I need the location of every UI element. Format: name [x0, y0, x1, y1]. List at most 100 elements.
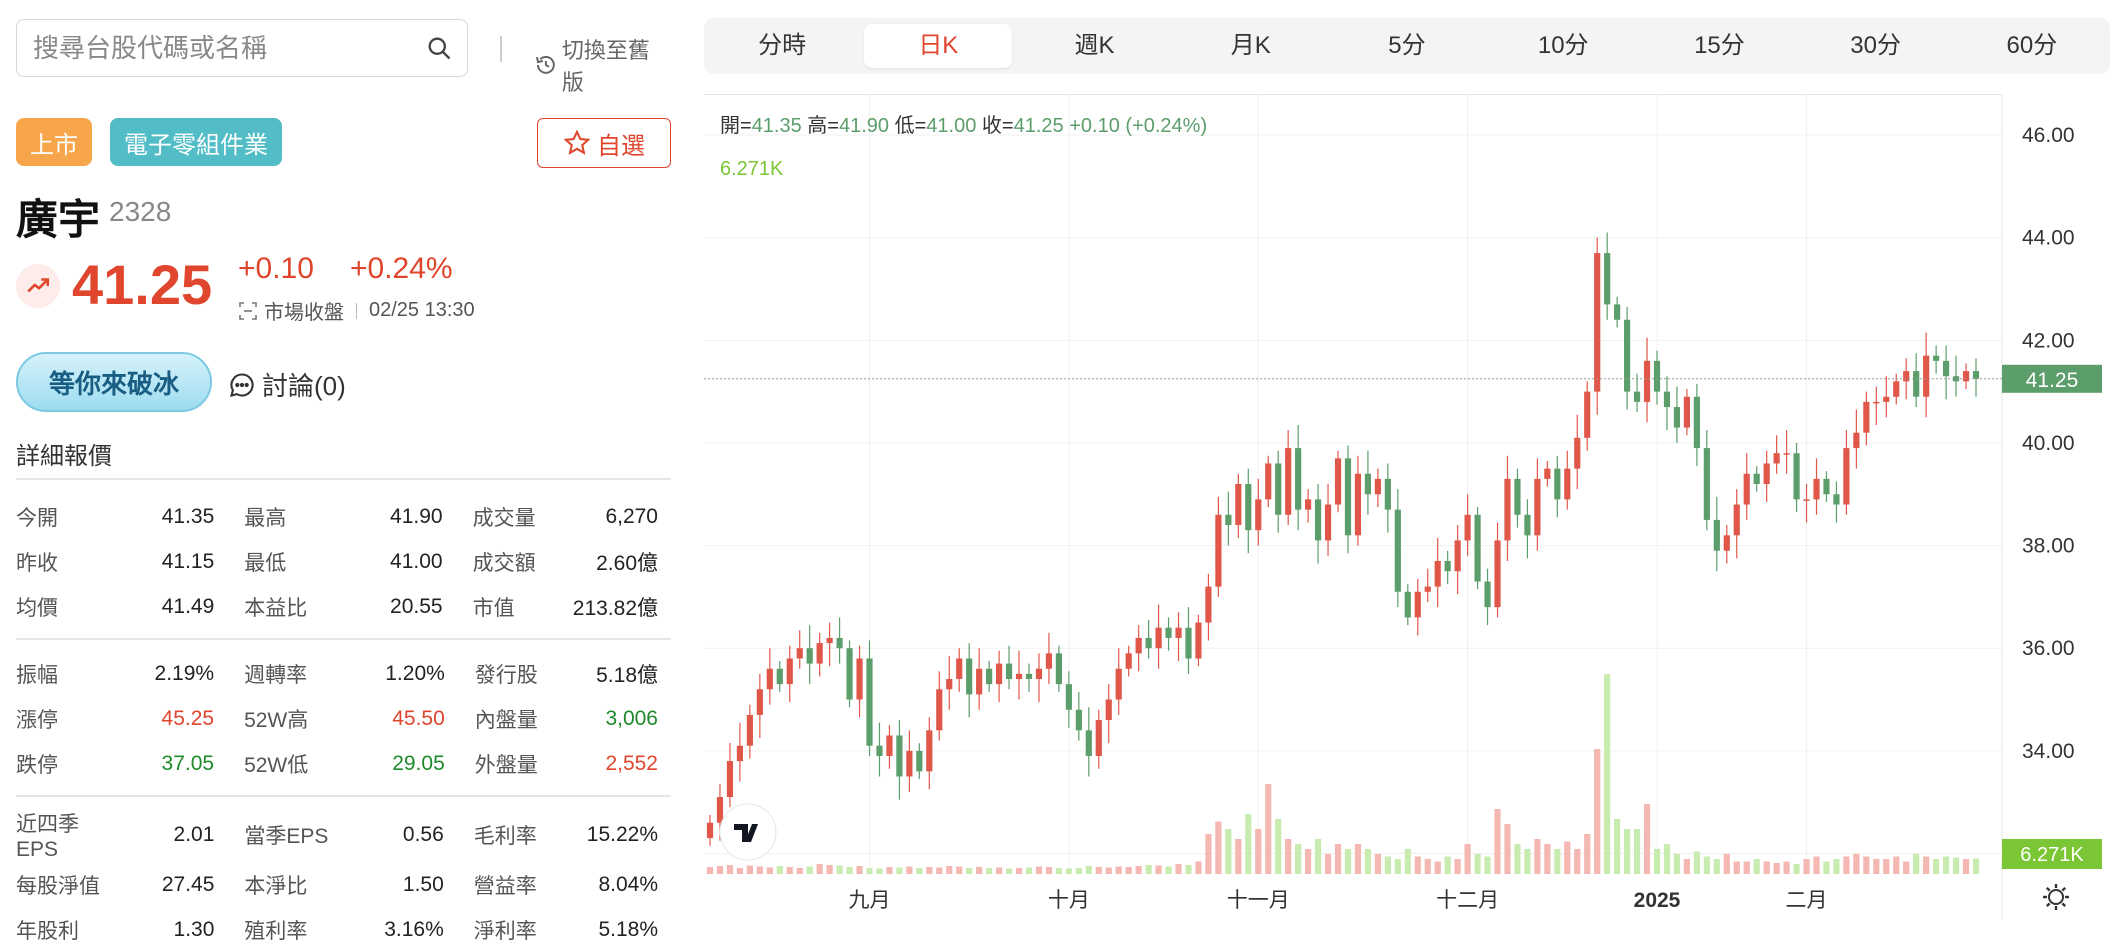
- quote-label: 淨利率: [473, 919, 537, 943]
- volume-bar: [1554, 849, 1561, 874]
- last-volume-tag-bg: [2002, 839, 2102, 869]
- candle-body: [1404, 591, 1411, 618]
- quote-label: 週轉率: [244, 663, 308, 687]
- divider: [16, 795, 671, 797]
- status-divider: [356, 302, 357, 319]
- candle-body: [916, 750, 923, 772]
- candle-body: [836, 637, 843, 649]
- volume-bar: [1803, 859, 1810, 874]
- candle-body: [1115, 668, 1122, 700]
- x-tick-label: 十月: [1048, 889, 1090, 912]
- switch-version-link[interactable]: 切換至舊版: [534, 33, 671, 97]
- volume-bar: [1773, 863, 1780, 874]
- watchlist-button[interactable]: 自選: [537, 118, 671, 168]
- volume-bar: [1813, 856, 1820, 874]
- quote-label: 昨收: [16, 551, 58, 575]
- quote-label: 今開: [16, 506, 58, 530]
- candle-body: [1025, 673, 1033, 679]
- tab-15分[interactable]: 15分: [1694, 32, 1745, 59]
- price-change: +0.10: [238, 252, 314, 285]
- tab-5分[interactable]: 5分: [1388, 32, 1426, 59]
- volume-bar: [1683, 859, 1691, 874]
- volume-bar: [956, 866, 963, 874]
- candle-body: [776, 668, 783, 685]
- tab-30分[interactable]: 30分: [1850, 32, 1901, 59]
- volume-bar: [1245, 814, 1252, 874]
- volume-bar: [1155, 865, 1162, 874]
- candle-body: [1035, 668, 1043, 679]
- volume-bar: [1653, 849, 1661, 874]
- x-tick-label: 二月: [1786, 889, 1828, 912]
- switch-version-label: 切換至舊版: [561, 38, 650, 95]
- icebreaker-badge[interactable]: 等你來破冰: [16, 352, 212, 412]
- x-tick-label: 九月: [848, 889, 890, 912]
- market-badge[interactable]: 上市: [16, 118, 92, 166]
- quote-table-3: 近四季EPS 2.01 當季EPS 0.56 毛利率 15.22% 每股淨值 27.45 本淨比…: [16, 808, 658, 952]
- tab-10分[interactable]: 10分: [1537, 32, 1589, 59]
- quote-row: 每股淨值 27.45 本淨比 1.50 營益率 8.04%: [16, 862, 658, 907]
- volume-bar: [1604, 674, 1611, 874]
- trend-up-icon: [16, 264, 60, 308]
- star-icon: [563, 129, 591, 155]
- search-input[interactable]: [31, 31, 425, 65]
- volume-bar: [1853, 854, 1860, 874]
- volume-bar: [1544, 844, 1551, 874]
- candle-body: [1454, 540, 1461, 572]
- volume-bar: [1763, 861, 1770, 874]
- quote-table-2: 振幅 2.19% 週轉率 1.20% 發行股 5.18億 漲停 45.25 52W高 45.50 內…: [16, 651, 658, 786]
- tab-分時[interactable]: 分時: [758, 32, 807, 59]
- quote-label: 營益率: [473, 874, 537, 898]
- price-change-pct: +0.24%: [350, 252, 453, 285]
- tab-月K[interactable]: 月K: [1230, 32, 1271, 59]
- quote-value: 2.60億: [596, 551, 658, 575]
- search-icon[interactable]: [425, 34, 453, 62]
- quote-label: 均價: [16, 596, 58, 620]
- y-tick-label: 36.00: [2022, 637, 2075, 660]
- volume-bar: [1933, 859, 1940, 874]
- quote-value: 3,006: [605, 706, 658, 730]
- candle-body: [1295, 448, 1302, 510]
- discussion-link[interactable]: 討論(0): [228, 366, 346, 403]
- volume-bar: [1614, 819, 1621, 874]
- volume-bar: [1723, 854, 1730, 874]
- candle-body: [1643, 360, 1651, 402]
- candle-body: [1693, 396, 1700, 449]
- candle-body: [1185, 627, 1192, 659]
- candle-body: [1474, 514, 1481, 582]
- volume-bar: [1394, 859, 1401, 874]
- candle-body: [766, 668, 773, 690]
- volume-bar: [1165, 866, 1172, 874]
- search-box[interactable]: [16, 19, 468, 77]
- quote-value: 1.20%: [385, 661, 445, 685]
- candle-body: [1554, 468, 1561, 500]
- quote-value: 3.16%: [384, 917, 444, 941]
- market-time: 02/25 13:30: [369, 299, 475, 321]
- volume-bar: [1693, 851, 1700, 874]
- price-chart[interactable]: 46.0044.0042.0040.0038.0036.0034.0032.00…: [704, 94, 2110, 930]
- tab-週K[interactable]: 週K: [1074, 32, 1115, 59]
- volume-bar: [1564, 841, 1571, 874]
- candle-body: [1055, 653, 1062, 685]
- detail-quote-title: 詳細報價: [16, 443, 112, 470]
- volume-bar: [1324, 854, 1332, 874]
- industry-badge[interactable]: 電子零組件業: [110, 118, 282, 166]
- volume-bar: [1354, 844, 1362, 874]
- volume-bar: [1125, 867, 1132, 874]
- volume-bar: [1863, 856, 1870, 874]
- tab-日K[interactable]: 日K: [864, 24, 1013, 68]
- stock-name: 廣宇: [16, 196, 101, 243]
- candle-body: [706, 822, 714, 839]
- candle-body: [1943, 360, 1950, 377]
- volume-bar: [1883, 859, 1890, 874]
- candle-body: [1085, 730, 1092, 756]
- candle-body: [856, 658, 863, 700]
- candle-body: [1305, 499, 1312, 510]
- tab-60分[interactable]: 60分: [2006, 32, 2058, 59]
- volume-bar: [1205, 834, 1212, 874]
- tradingview-logo-mark: [734, 824, 758, 842]
- quote-label: 52W低: [244, 753, 309, 777]
- settings-icon[interactable]: [2043, 884, 2069, 910]
- volume-bar: [1594, 749, 1601, 874]
- candle-body: [1683, 396, 1691, 428]
- volume-bar: [886, 867, 893, 874]
